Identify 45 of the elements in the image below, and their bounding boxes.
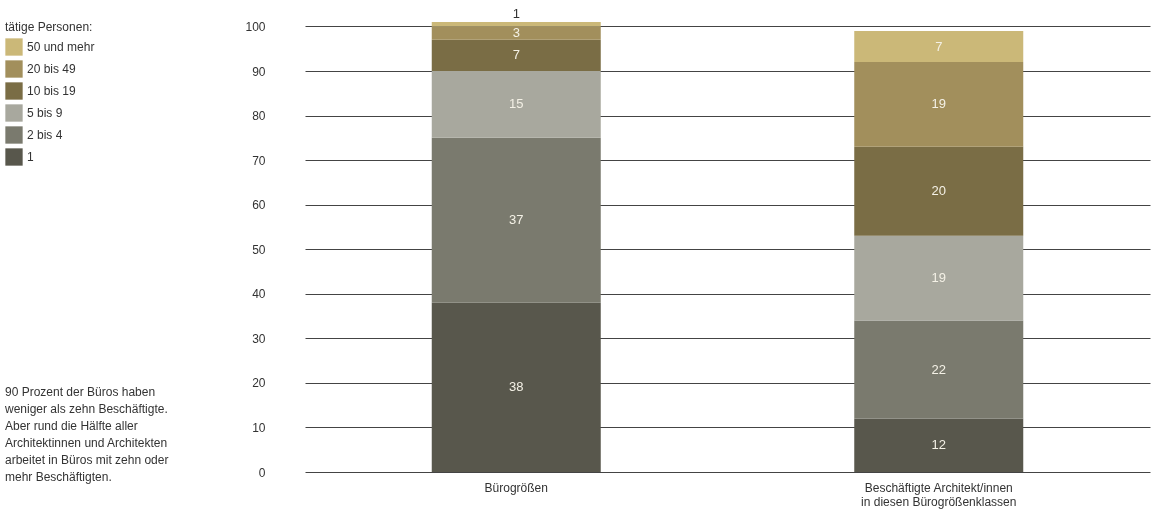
data-label: 19 <box>931 270 946 286</box>
y-tick-label: 80 <box>252 109 266 124</box>
bar <box>854 62 1024 147</box>
y-tick-label: 40 <box>252 287 266 302</box>
legend-label: 1 <box>27 150 34 164</box>
bar <box>431 22 601 27</box>
bar <box>854 146 1024 236</box>
data-label: 38 <box>509 379 524 395</box>
bar <box>431 302 601 472</box>
legend-label: 10 bis 19 <box>27 84 77 98</box>
y-tick-label: 100 <box>245 19 266 34</box>
bar <box>854 30 1024 63</box>
legend-title: tätige Personen: <box>5 20 93 34</box>
data-label: 19 <box>931 96 946 112</box>
bar <box>854 320 1024 419</box>
legend-label: 20 bis 49 <box>27 62 77 76</box>
bar <box>854 235 1024 321</box>
y-tick-label: 10 <box>252 420 266 435</box>
data-label: 22 <box>931 361 946 377</box>
data-label: 7 <box>935 38 943 54</box>
y-tick-label: 50 <box>252 242 266 257</box>
data-label: 1 <box>512 6 520 21</box>
data-label: 12 <box>931 437 946 453</box>
data-label: 3 <box>512 25 520 41</box>
y-tick-label: 20 <box>252 376 266 391</box>
bar <box>431 39 601 72</box>
y-tick-label: 60 <box>252 198 266 213</box>
x-tick-label: Bürogrößen <box>484 480 548 495</box>
legend-label: 50 und mehr <box>27 40 95 54</box>
legend-label: 5 bis 9 <box>27 106 63 120</box>
data-label: 7 <box>512 47 520 63</box>
y-tick-label: 30 <box>252 331 266 346</box>
data-label: 15 <box>509 96 524 112</box>
bar <box>854 418 1024 472</box>
y-tick-label: 70 <box>252 153 266 168</box>
x-tick-label: Beschäftigte Architekt/innen in diesen Bürogrößenklassen <box>861 480 1017 509</box>
bar <box>431 26 601 40</box>
data-label: 20 <box>931 183 946 199</box>
text: 90 Prozent der Büros haben weniger als zehn Beschäftigte. Aber rund die Hälfte aller Architektinnen und Architekten arbeitet in Büros mit zehn oder mehr Beschäftigten. <box>4 385 169 484</box>
data-label: 37 <box>509 212 524 228</box>
legend-label: 2 bis 4 <box>27 128 63 142</box>
bar <box>431 71 601 138</box>
y-tick-label: 0 <box>258 465 266 480</box>
bar <box>431 137 601 303</box>
y-tick-label: 90 <box>252 64 266 79</box>
